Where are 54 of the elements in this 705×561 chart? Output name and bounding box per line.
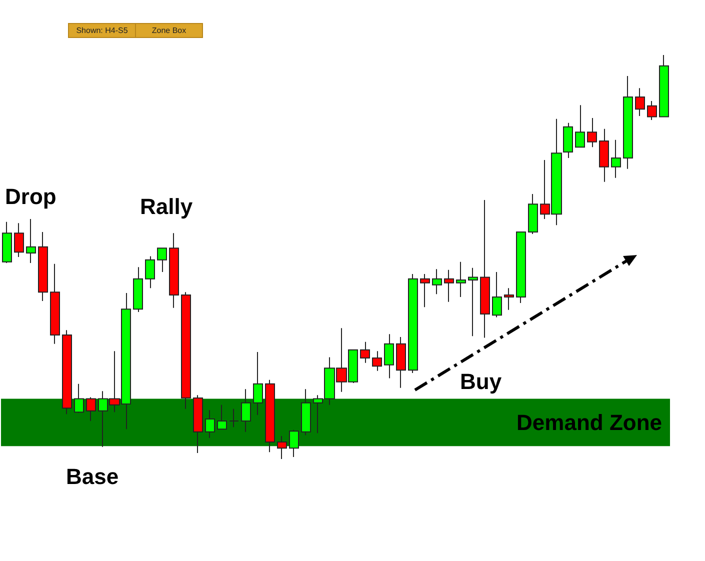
candlestick [623,76,633,170]
candlestick [659,54,669,118]
candlestick [492,271,502,318]
candlestick [587,118,597,148]
text: Base [66,464,119,490]
candlestick [384,334,394,379]
candlestick [647,100,657,121]
candlestick [372,350,382,372]
candlestick [229,408,239,428]
candlestick [611,139,621,178]
candlestick [396,336,406,388]
candlestick [563,122,573,159]
text: Zone Box [135,23,203,38]
candlestick [181,292,191,410]
annotation: Drop [5,184,56,210]
candlestick [74,383,84,414]
candlestick [205,410,215,438]
candlestick [504,288,514,310]
candlestick [193,394,203,454]
candlestick [289,429,299,458]
candlestick [241,388,251,432]
candlestick [408,273,418,374]
candlestick [265,379,275,453]
candlestick [217,404,227,430]
annotation: Rally [140,194,193,220]
candlestick [444,269,454,302]
candlestick [38,231,48,302]
annotation: Buy [460,369,502,395]
candlestick [516,231,526,304]
text: Shown: H4-S5 [68,23,136,38]
candlestick [468,267,478,337]
candlestick [360,341,370,364]
candlestick [432,268,442,295]
candlestick [62,330,72,415]
candlestick [277,435,287,460]
candlestick [157,248,167,272]
candlestick [14,222,24,258]
candlestick [26,218,36,264]
candlestick [599,128,609,182]
candlestick [253,351,263,416]
candlestick [145,256,155,289]
band-label: Demand Zone [516,410,662,435]
candlestick [635,88,645,117]
candlestick [480,200,490,338]
candlestick [301,388,311,436]
candlestick [456,261,466,298]
candlestick [133,266,143,312]
candlestick [50,263,60,344]
candlestick [528,193,538,234]
candlestick [169,232,179,308]
candlestick [575,104,585,148]
candlestick [420,273,430,308]
candlestick [2,221,12,264]
candlestick [86,396,96,422]
